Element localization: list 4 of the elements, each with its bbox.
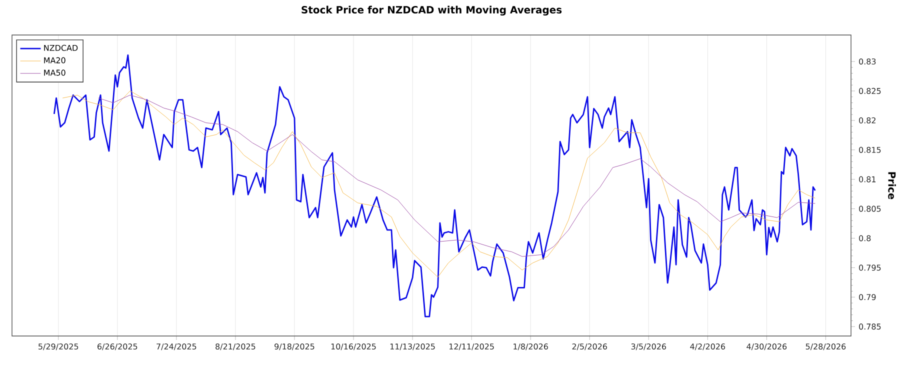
line-series xyxy=(62,90,816,278)
chart-title: Stock Price for NZDCAD with Moving Averages xyxy=(302,6,562,16)
y-axis-title: Price xyxy=(888,172,896,200)
line-series xyxy=(98,94,816,257)
